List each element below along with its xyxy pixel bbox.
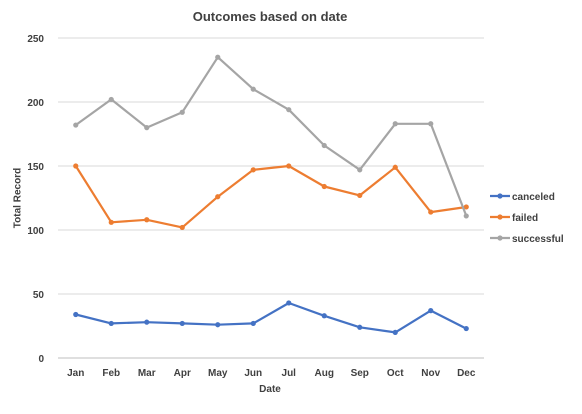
data-point-failed <box>357 192 363 199</box>
data-point-successful <box>463 213 469 219</box>
data-point-successful <box>357 167 363 173</box>
data-point-successful <box>250 86 256 92</box>
data-point-canceled <box>144 319 150 325</box>
data-point-successful <box>428 121 434 127</box>
data-point-failed <box>215 194 221 200</box>
legend-marker-canceled <box>497 193 503 199</box>
data-point-successful <box>215 54 221 60</box>
y-tick-label: 50 <box>33 290 45 301</box>
x-tick-label: Jan <box>67 368 84 379</box>
x-tick-label: Mar <box>138 368 156 379</box>
data-point-canceled <box>286 300 292 306</box>
x-tick-label: Nov <box>421 368 440 379</box>
data-point-successful <box>108 96 114 103</box>
x-tick-label: Aug <box>315 368 334 379</box>
data-point-successful <box>286 107 292 113</box>
x-axis-title: Date <box>259 384 281 395</box>
data-point-failed <box>463 204 469 210</box>
y-tick-label: 0 <box>38 354 44 365</box>
data-point-canceled <box>428 308 434 314</box>
y-tick-label: 200 <box>27 98 44 109</box>
series-line-canceled <box>74 301 468 334</box>
data-point-failed <box>428 209 434 215</box>
data-point-successful <box>392 121 398 127</box>
data-point-failed <box>392 164 398 170</box>
data-point-canceled <box>108 320 114 327</box>
data-point-failed <box>179 224 185 231</box>
legend-label-canceled: canceled <box>512 192 555 203</box>
data-point-canceled <box>463 325 469 332</box>
series-line-failed <box>74 164 468 229</box>
data-point-failed <box>250 167 256 173</box>
series-line-successful <box>74 56 468 217</box>
data-point-canceled <box>215 322 221 328</box>
data-point-successful <box>73 122 79 128</box>
chart-title: Outcomes based on date <box>192 9 348 24</box>
x-tick-label: Dec <box>457 368 476 379</box>
x-tick-label: Jun <box>244 368 262 379</box>
y-tick-label: 100 <box>27 226 44 237</box>
legend-marker-successful <box>497 235 503 241</box>
data-point-canceled <box>357 324 363 330</box>
legend-label-failed: failed <box>512 213 538 224</box>
y-tick-label: 250 <box>27 34 44 45</box>
data-point-failed <box>108 219 114 225</box>
data-point-canceled <box>321 313 327 319</box>
y-tick-label: 150 <box>27 162 44 173</box>
data-point-successful <box>144 125 150 131</box>
data-point-successful <box>321 142 327 149</box>
x-tick-label: Jul <box>282 368 297 379</box>
data-point-canceled <box>179 320 185 327</box>
data-point-failed <box>286 163 292 169</box>
legend-label-successful: successful <box>512 234 564 245</box>
data-point-failed <box>144 217 150 223</box>
legend-marker-failed <box>497 214 503 220</box>
x-tick-label: May <box>208 368 228 379</box>
x-tick-label: Apr <box>174 368 191 379</box>
x-tick-label: Feb <box>102 368 120 379</box>
data-point-canceled <box>73 311 79 318</box>
data-point-canceled <box>250 320 256 327</box>
data-point-successful <box>179 109 185 115</box>
data-point-failed <box>73 163 79 169</box>
data-point-failed <box>321 183 327 190</box>
x-tick-label: Oct <box>387 368 404 379</box>
x-tick-label: Sep <box>351 368 369 379</box>
data-point-canceled <box>392 329 398 335</box>
